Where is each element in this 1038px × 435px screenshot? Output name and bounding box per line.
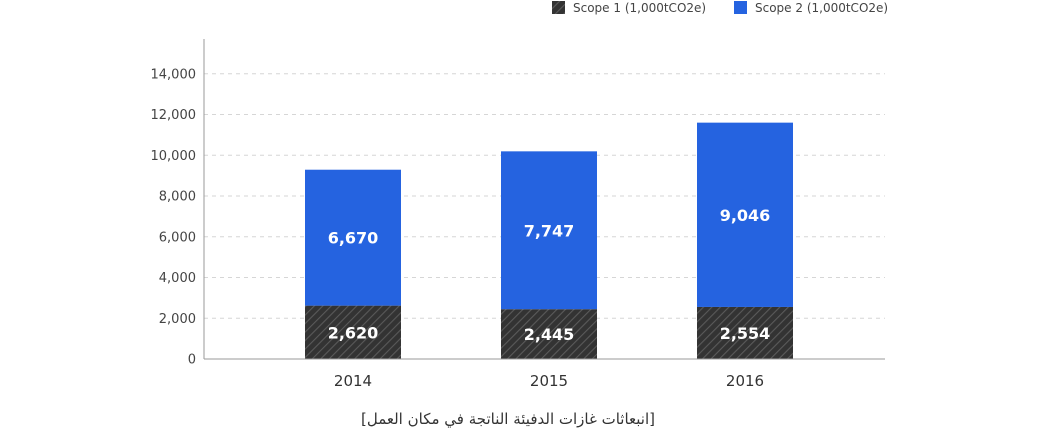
value-label-scope1-2015: 2,445 (524, 325, 575, 344)
y-tick-label: 10,000 (151, 149, 197, 164)
bar-scope1-2014 (305, 305, 401, 359)
chart-caption: [انبعاثات غازات الدفيئة الناتجة في مكان … (361, 410, 655, 429)
value-label-scope2-2014: 6,670 (328, 229, 379, 248)
bar-scope1-2015 (501, 309, 597, 359)
value-label-scope1-2016: 2,554 (720, 324, 771, 343)
y-tick-label: 4,000 (159, 271, 196, 286)
legend-swatch-1 (552, 1, 565, 14)
bars: 2,620 6,670 2,445 7,747 2,554 9,046 (305, 122, 793, 359)
x-tick-label-2015: 2015 (530, 372, 568, 390)
value-label-scope2-2015: 7,747 (524, 221, 575, 240)
y-tick-label: 6,000 (159, 230, 196, 245)
value-label-scope1-2014: 2,620 (328, 323, 379, 342)
bar-scope1-2016 (697, 306, 793, 359)
y-tick-label: 12,000 (151, 108, 197, 123)
y-tick-label: 8,000 (159, 190, 196, 205)
x-tick-label-2016: 2016 (726, 372, 764, 390)
axes: 0 2,000 4,000 6,000 8,000 10,000 12,000 14,000 2… (151, 39, 885, 390)
legend-label-2: Scope 2 (1,000tCO2e) (755, 1, 888, 15)
y-tick-label: 0 (188, 353, 196, 368)
legend: Scope 1 (1,000tCO2e) Scope 2 (1,000tCO2e) (552, 1, 888, 15)
y-tick-label: 14,000 (151, 67, 197, 82)
x-tick-label-2014: 2014 (334, 372, 372, 390)
legend-swatch-2 (734, 1, 747, 14)
y-tick-label: 2,000 (159, 312, 196, 327)
bar-scope2-2015 (501, 151, 597, 310)
value-label-scope2-2016: 9,046 (720, 206, 771, 225)
legend-label-1: Scope 1 (1,000tCO2e) (573, 1, 706, 15)
bar-scope2-2016 (697, 122, 793, 307)
bar-scope2-2014 (305, 169, 401, 306)
